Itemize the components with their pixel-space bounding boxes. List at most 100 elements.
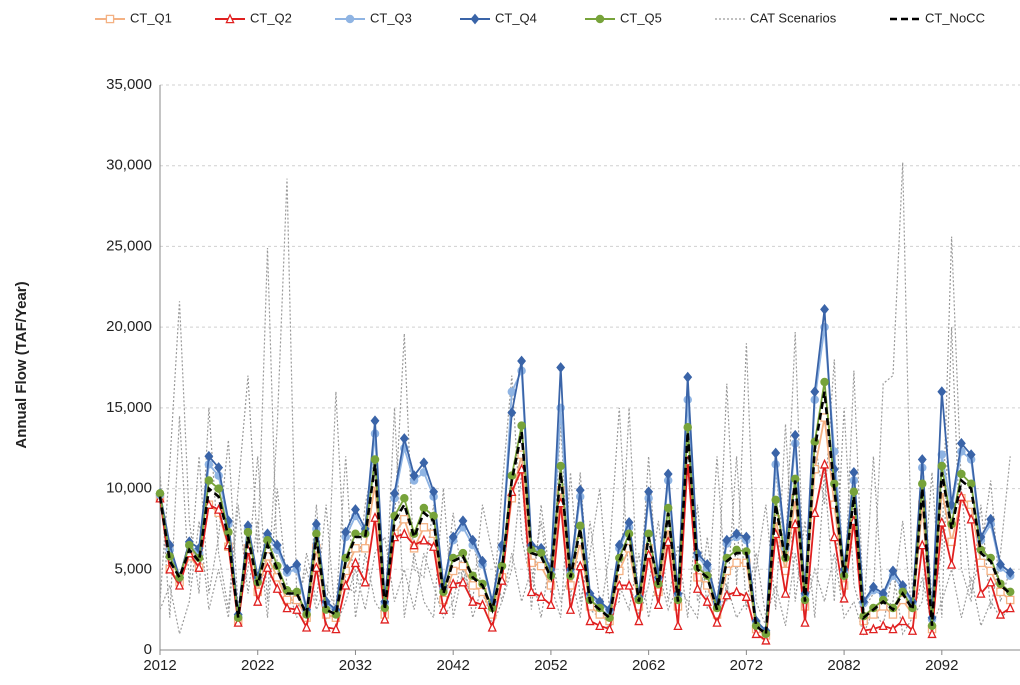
marker [370,415,380,427]
marker [468,595,478,606]
marker [477,599,488,610]
marker [233,616,243,627]
marker [741,531,751,543]
marker [946,558,957,569]
marker [312,529,321,539]
marker [712,616,722,627]
marker [810,386,820,398]
marker [526,586,536,597]
marker [947,499,957,511]
marker [722,534,732,546]
marker [614,579,624,590]
marker [859,624,869,635]
marker [829,531,839,542]
marker [165,563,175,574]
marker [722,589,732,600]
marker [732,558,741,568]
marker [663,536,673,547]
marker [419,503,429,513]
marker [292,604,302,614]
marker [566,581,575,590]
marker [272,583,282,593]
marker [741,591,751,601]
marker [878,620,888,631]
legend-label: CT_NoCC [925,10,985,25]
marker [986,576,996,587]
marker [663,503,673,513]
marker [341,526,351,538]
y-tick-label: 10,000 [106,480,152,497]
marker [966,479,976,488]
marker [996,559,1005,570]
marker [360,576,370,587]
marker [702,559,712,570]
marker [311,518,321,530]
marker [956,437,966,449]
marker [780,587,791,598]
marker [692,583,703,593]
marker [732,528,742,540]
legend-item: CT_Q5 [585,10,662,25]
marker [917,454,927,465]
marker [253,595,263,606]
marker [536,591,546,601]
marker [839,592,849,603]
marker [556,485,565,495]
marker [262,562,273,572]
marker [683,395,692,405]
marker [575,484,585,496]
marker [937,386,947,398]
marker [918,479,927,488]
marker [351,504,360,515]
marker [470,13,480,25]
series-line [159,381,1011,636]
marker [419,523,429,532]
marker [429,541,439,551]
marker [174,579,185,590]
marker [790,429,800,441]
legend-item: CAT Scenarios [715,10,837,25]
y-tick-label: 30,000 [106,157,152,174]
marker [517,355,527,367]
marker [409,539,419,550]
marker [409,470,419,482]
marker [517,421,526,430]
marker [546,581,556,590]
marker [644,486,654,498]
marker [390,487,399,499]
marker [624,579,634,590]
marker [937,516,947,527]
marker [282,602,292,613]
marker [546,599,556,610]
marker [458,515,468,527]
marker [663,468,673,480]
marker [419,457,429,469]
marker [761,634,771,645]
marker [458,561,468,571]
series-line [159,461,1011,642]
marker [517,450,526,459]
marker [771,495,780,505]
marker [976,587,986,598]
marker [350,557,361,568]
marker [790,518,800,529]
marker [429,486,439,498]
marker [654,587,663,597]
series-line [159,417,1011,638]
legend-item: CT_Q1 [95,10,172,25]
legend-label: CT_Q1 [130,10,172,25]
marker [849,467,859,478]
legend-label: CAT Scenarios [750,10,837,25]
marker [448,578,458,589]
marker [370,511,380,522]
marker [429,511,438,521]
marker [966,449,976,461]
marker [839,581,849,590]
marker [751,628,761,639]
marker [565,604,576,614]
marker [468,581,477,590]
x-tick-label: 2032 [339,657,372,674]
marker [155,489,165,498]
marker [194,562,204,572]
legend-label: CT_Q5 [620,10,662,25]
